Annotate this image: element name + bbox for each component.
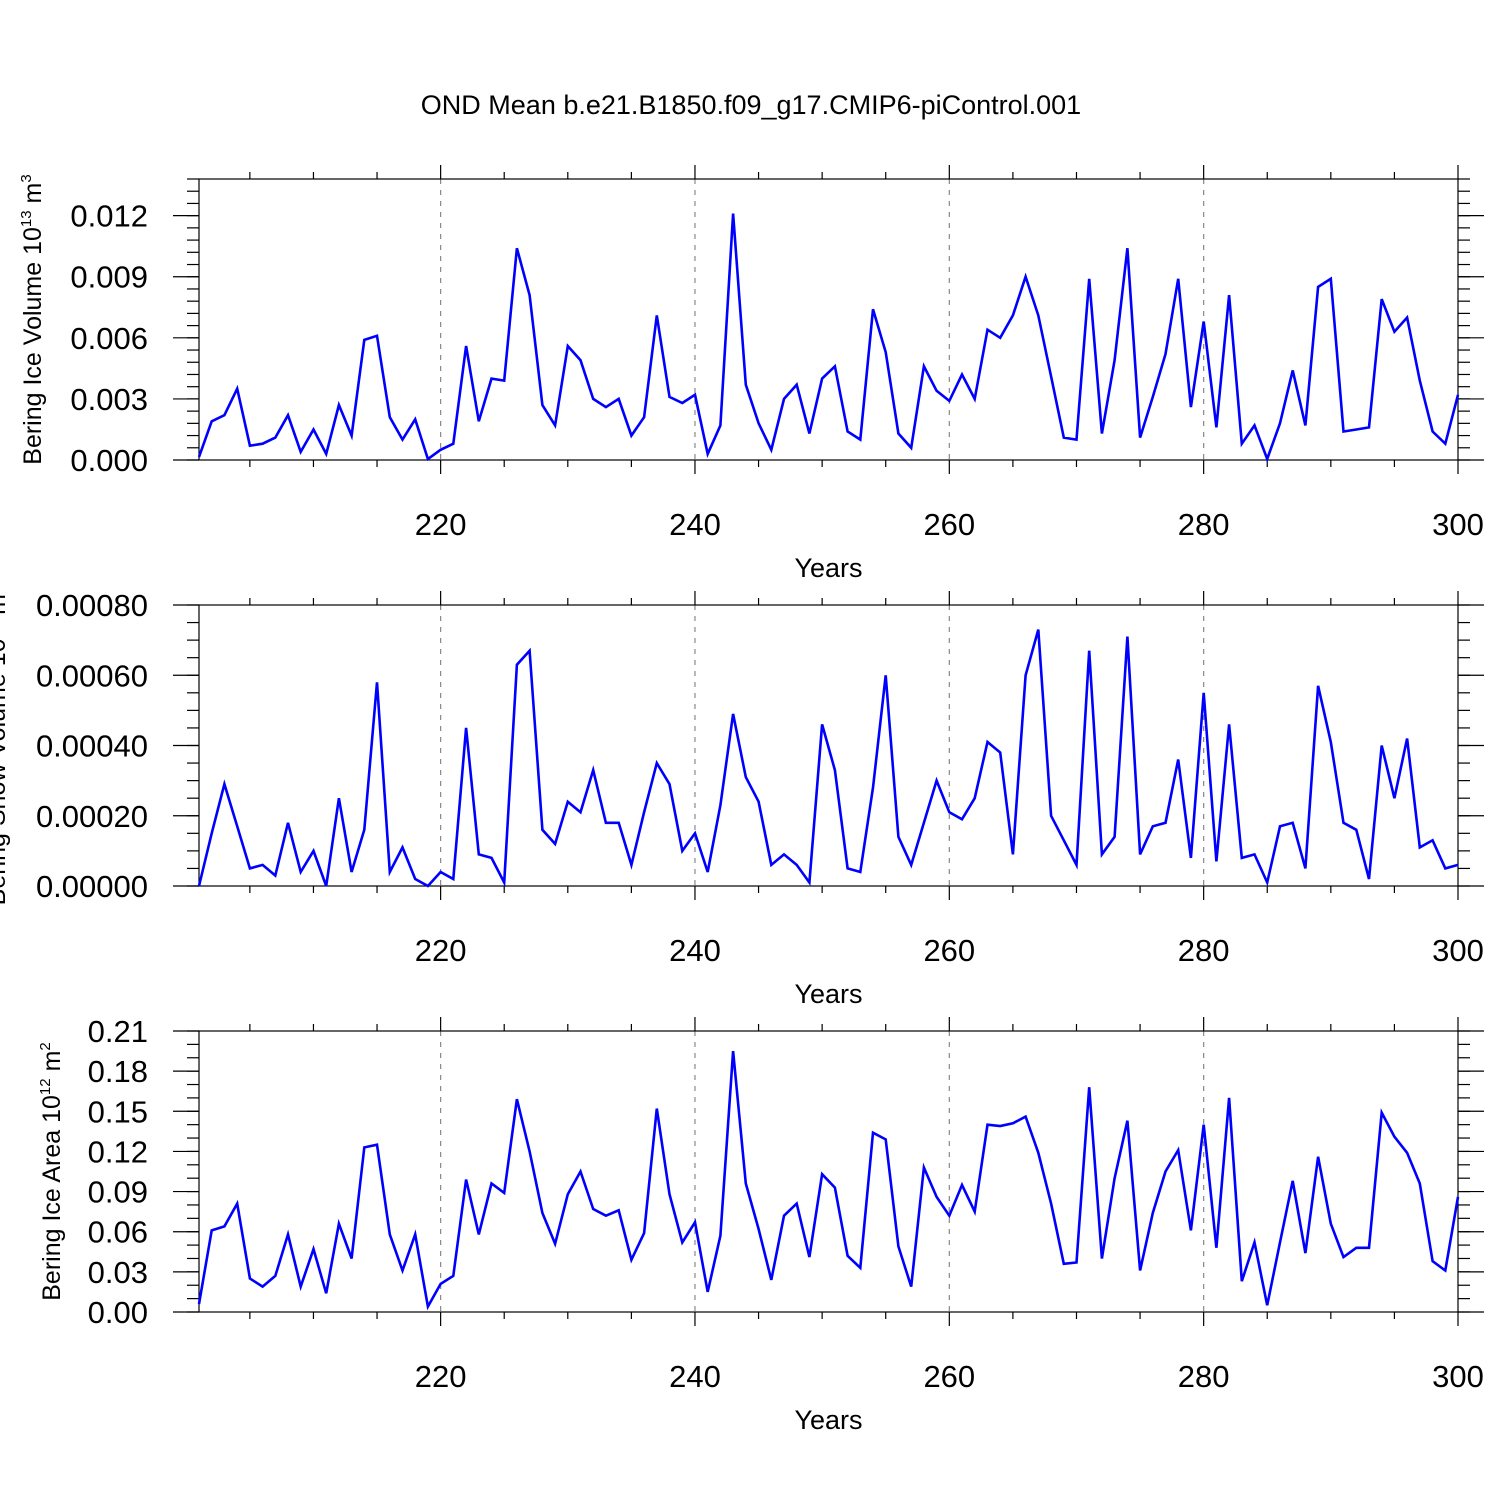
y-axis-label: Bering Snow Volume 1013 m3: [0, 586, 11, 906]
series-line: [197, 213, 1460, 463]
y-tick-label: 0.18: [88, 1054, 148, 1089]
x-tick-label: 300: [1432, 507, 1484, 542]
x-tick-label: 260: [923, 1359, 975, 1394]
y-tick-label: 0.00060: [36, 658, 148, 693]
chart-panel-2: 220 240 260 280 300 0.00000 0.00020 0.00040 0.00…: [0, 586, 1484, 1009]
chart-panel-1: 220 240 260 280 300 0.000 0.003 0.006 0.009 0.012…: [18, 165, 1484, 583]
y-tick-label: 0.12: [88, 1134, 148, 1169]
y-axis-label: Bering Ice Volume 1013 m3: [18, 174, 47, 464]
y-tick-label: 0.03: [88, 1255, 148, 1290]
x-tick-label: 260: [923, 933, 975, 968]
y-tick-label: 0.009: [70, 260, 148, 295]
x-tick-label: 240: [669, 1359, 721, 1394]
x-tick-label: 260: [923, 507, 975, 542]
y-tick-label: 0.09: [88, 1175, 148, 1210]
chart-panel-3: 220 240 260 280 300 0.00 0.03 0.06 0.09 0.12 0.15 0…: [37, 1014, 1484, 1435]
series-line: [197, 629, 1459, 888]
series-line: [197, 1050, 1460, 1311]
x-tick-label: 300: [1432, 933, 1484, 968]
x-tick-label: 220: [415, 507, 467, 542]
y-tick-label: 0.006: [70, 321, 148, 356]
y-tick-label: 0.06: [88, 1215, 148, 1250]
y-tick-label: 0.000: [70, 443, 148, 478]
y-axis-label: Bering Ice Area 1012 m2: [37, 1042, 66, 1301]
chart-title: OND Mean b.e21.B1850.f09_g17.CMIP6-piCon…: [421, 90, 1081, 120]
plot-frame: [198, 178, 1459, 461]
x-tick-label: 220: [415, 1359, 467, 1394]
x-tick-label: 300: [1432, 1359, 1484, 1394]
x-tick-label: 240: [669, 507, 721, 542]
y-tick-label: 0.012: [70, 199, 148, 234]
x-tick-label: 280: [1178, 1359, 1230, 1394]
x-axis-label: Years: [794, 979, 862, 1009]
x-tick-label: 220: [415, 933, 467, 968]
x-axis-label: Years: [794, 1405, 862, 1435]
x-tick-label: 280: [1178, 507, 1230, 542]
x-tick-label: 280: [1178, 933, 1230, 968]
x-axis-label: Years: [794, 553, 862, 583]
y-tick-label: 0.00000: [36, 869, 148, 904]
x-tick-label: 240: [669, 933, 721, 968]
y-tick-label: 0.003: [70, 382, 148, 417]
plot-frame: [198, 1030, 1459, 1313]
y-tick-label: 0.00: [88, 1295, 148, 1330]
y-tick-label: 0.00080: [36, 588, 148, 623]
y-tick-label: 0.00020: [36, 799, 148, 834]
y-tick-label: 0.15: [88, 1094, 148, 1129]
y-tick-label: 0.00040: [36, 729, 148, 764]
y-tick-label: 0.21: [88, 1014, 148, 1049]
